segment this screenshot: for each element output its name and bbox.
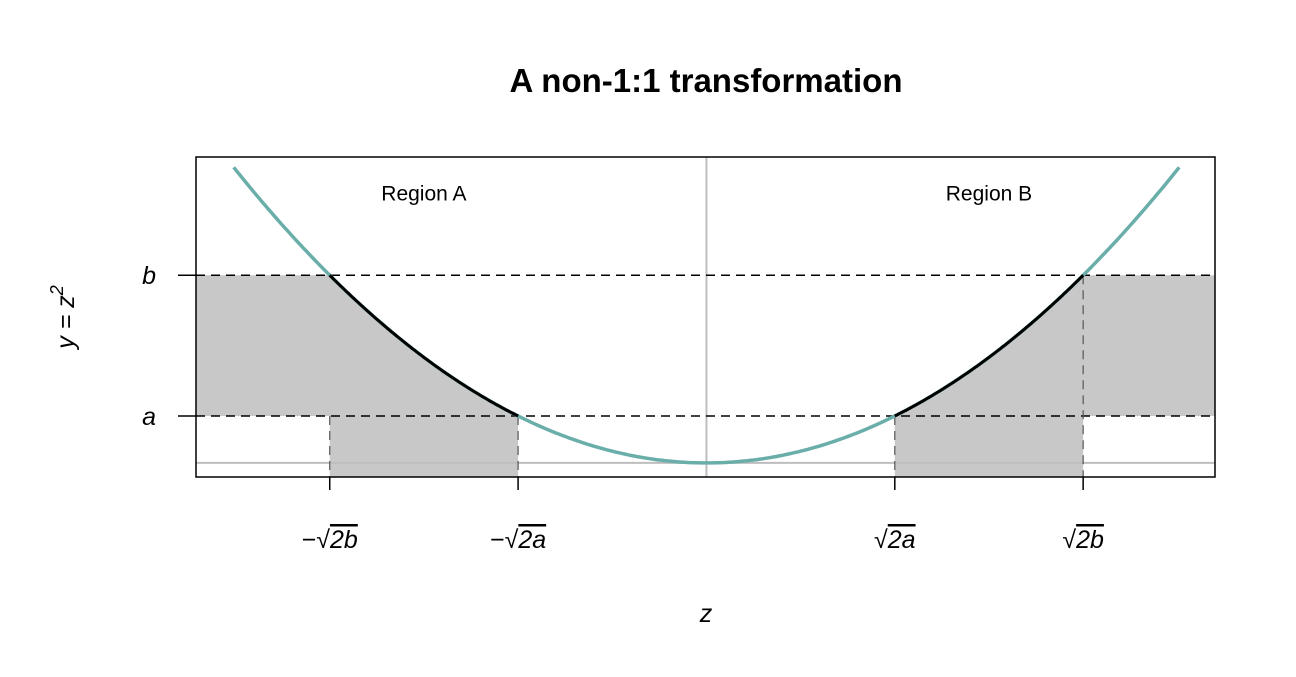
x-tick-label: −√2b [302,526,358,554]
region-label: Region A [381,182,466,205]
y-axis-label-base: y = z [52,295,80,351]
x-tick-sign: √ [874,526,888,554]
x-tick-label: √2b [1062,526,1104,554]
x-tick-sign: −√ [490,526,519,554]
x-tick-sign: −√ [302,526,331,554]
curve-highlight-a [328,274,519,418]
y-tick-label: a [142,403,156,431]
x-tick-radicand: 2a [887,526,916,554]
shaded-region-a [196,275,519,477]
y-tick-label: b [142,262,156,290]
plot-box [195,156,1216,478]
chart-title: A non-1:1 transformation [510,62,903,99]
curve-highlight-b [894,274,1085,418]
x-tick-radicand: 2b [1075,526,1104,554]
svg-text:y = z2: y = z2 [47,285,80,351]
x-tick-label: √2a [874,526,916,554]
x-tick-sign: √ [1062,526,1076,554]
x-tick-radicand: 2b [329,526,358,554]
x-tick-label: −√2a [490,526,546,554]
shaded-region-b [894,275,1215,477]
x-axis-label: z [699,600,713,628]
region-label: Region B [946,182,1032,205]
y-axis-label: y = z2 [47,285,80,351]
y-axis-label-exponent: 2 [47,285,67,296]
x-tick-radicand: 2a [517,526,546,554]
